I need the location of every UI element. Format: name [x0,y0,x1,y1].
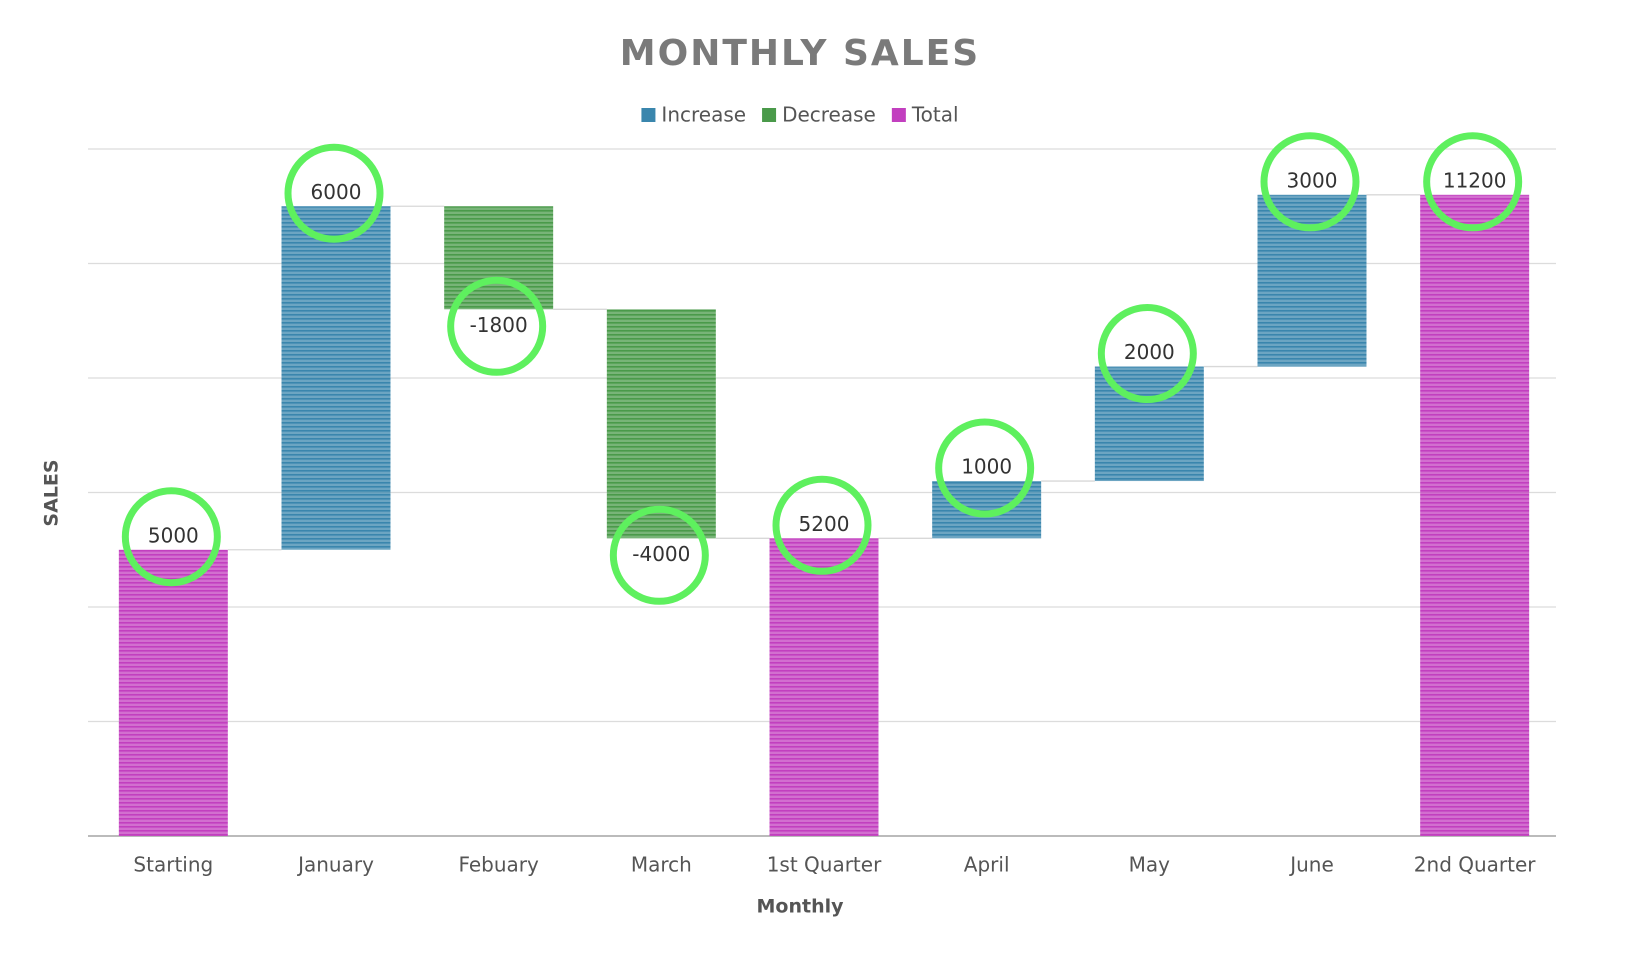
x-tick-label: April [964,853,1010,877]
value-label: 5200 [799,512,850,536]
highlight-circle [121,487,221,587]
highlight-circle [772,475,872,575]
y-axis-title: SALES [41,459,63,526]
highlight-circle [935,418,1035,518]
bar [606,309,716,539]
legend-swatch [762,108,777,122]
highlight-circle [284,143,384,243]
chart-title: MONTHLY SALES [620,33,980,74]
highlight-circle [1260,132,1360,232]
value-label: 2000 [1124,340,1175,364]
value-label: 5000 [148,523,199,547]
highlight-circle [609,505,709,605]
x-tick-label: Febuary [458,853,539,877]
x-tick-label: Starting [133,853,213,877]
value-label: -1800 [470,313,528,337]
value-label: 1000 [961,455,1012,479]
bar [1257,194,1367,367]
value-label: 3000 [1287,168,1338,192]
legend: Increase Decrease Total [641,103,959,127]
legend-label: Total [911,103,959,127]
value-label: 11200 [1443,168,1507,192]
x-tick-label: 1st Quarter [767,853,882,877]
legend-swatch [891,108,906,122]
x-tick-label: 2nd Quarter [1414,853,1536,877]
x-tick-label: June [1288,853,1334,877]
value-label: 6000 [311,180,362,204]
highlight-circle [1423,132,1523,232]
highlight-circle [1097,304,1197,404]
x-tick-label: January [296,853,374,877]
bar [769,538,879,836]
value-label: -4000 [632,542,690,566]
bar [1420,194,1530,837]
legend-label: Decrease [782,103,876,127]
legend-label: Increase [661,103,746,127]
highlight-circle [447,276,547,376]
x-axis-title: Monthly [757,896,845,918]
bar [281,206,391,550]
x-tick-label: March [631,853,692,877]
bar [118,549,228,836]
x-tick-label: May [1129,853,1171,877]
legend-swatch [641,108,656,122]
